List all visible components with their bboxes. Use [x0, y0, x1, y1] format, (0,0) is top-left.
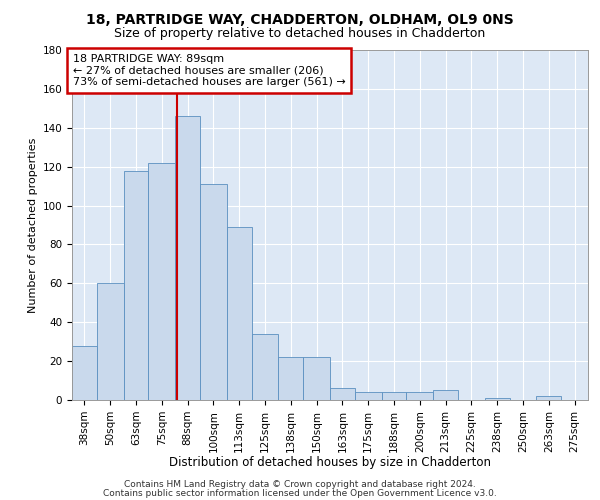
- Bar: [303, 357, 330, 400]
- Bar: [536, 396, 561, 400]
- Text: Contains HM Land Registry data © Crown copyright and database right 2024.: Contains HM Land Registry data © Crown c…: [124, 480, 476, 489]
- Bar: [251, 334, 278, 400]
- Bar: [200, 184, 227, 400]
- Bar: [124, 170, 148, 400]
- Text: Size of property relative to detached houses in Chadderton: Size of property relative to detached ho…: [115, 28, 485, 40]
- Bar: [175, 116, 200, 400]
- Bar: [72, 346, 97, 400]
- Bar: [382, 392, 406, 400]
- Text: 18 PARTRIDGE WAY: 89sqm
← 27% of detached houses are smaller (206)
73% of semi-d: 18 PARTRIDGE WAY: 89sqm ← 27% of detache…: [73, 54, 346, 87]
- Bar: [406, 392, 433, 400]
- Text: 18, PARTRIDGE WAY, CHADDERTON, OLDHAM, OL9 0NS: 18, PARTRIDGE WAY, CHADDERTON, OLDHAM, O…: [86, 12, 514, 26]
- Bar: [355, 392, 382, 400]
- Bar: [148, 163, 175, 400]
- X-axis label: Distribution of detached houses by size in Chadderton: Distribution of detached houses by size …: [169, 456, 491, 469]
- Bar: [485, 398, 509, 400]
- Bar: [227, 227, 251, 400]
- Text: Contains public sector information licensed under the Open Government Licence v3: Contains public sector information licen…: [103, 488, 497, 498]
- Bar: [433, 390, 458, 400]
- Bar: [330, 388, 355, 400]
- Bar: [278, 357, 303, 400]
- Bar: [97, 284, 124, 400]
- Y-axis label: Number of detached properties: Number of detached properties: [28, 138, 38, 312]
